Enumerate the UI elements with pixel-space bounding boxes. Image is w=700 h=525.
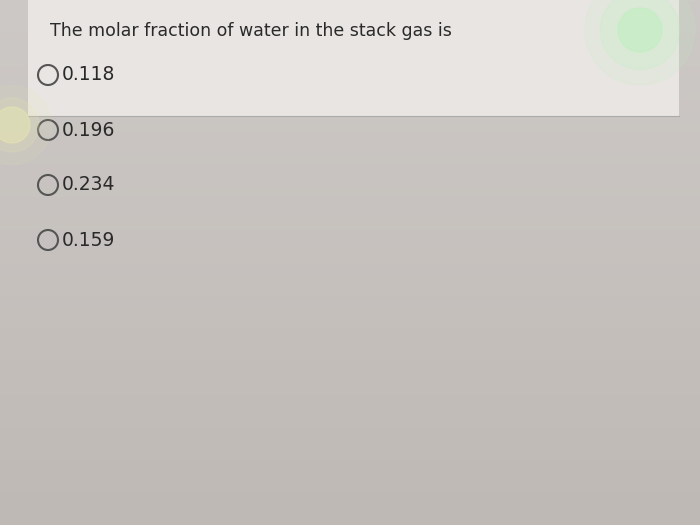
- Circle shape: [0, 86, 52, 165]
- Circle shape: [0, 98, 39, 152]
- Circle shape: [585, 0, 695, 85]
- Text: 0.118: 0.118: [62, 66, 116, 85]
- Text: 0.196: 0.196: [62, 121, 116, 140]
- Text: 0.159: 0.159: [62, 230, 116, 249]
- Circle shape: [618, 8, 662, 52]
- Text: 0.234: 0.234: [62, 175, 116, 194]
- Circle shape: [601, 0, 680, 70]
- Bar: [28, 0, 679, 116]
- Text: The molar fraction of water in the stack gas is: The molar fraction of water in the stack…: [50, 22, 452, 40]
- Circle shape: [0, 107, 30, 143]
